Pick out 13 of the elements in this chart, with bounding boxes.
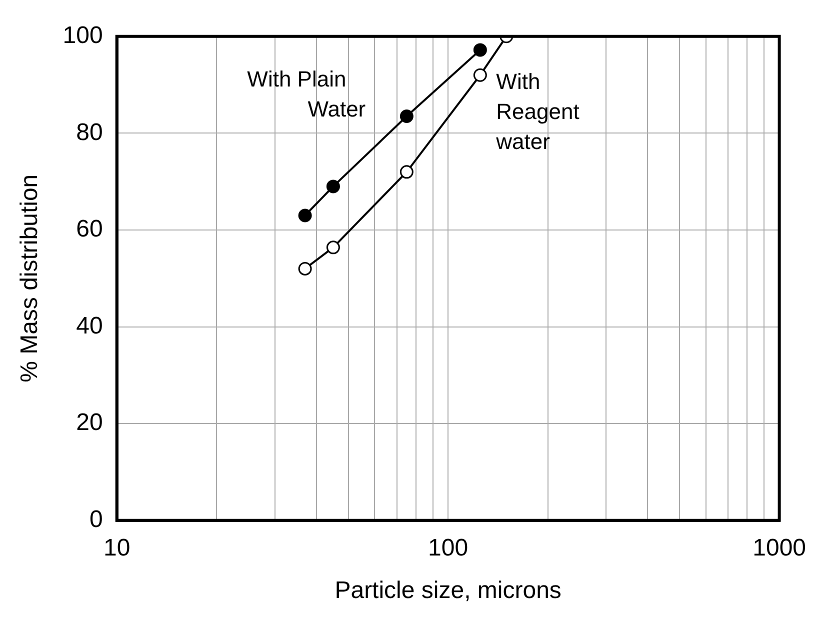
y-axis-title: % Mass distribution bbox=[16, 174, 44, 382]
x-tick-label: 100 bbox=[428, 534, 468, 562]
y-tick-label: 100 bbox=[62, 22, 103, 50]
x-tick-label: 10 bbox=[103, 534, 130, 562]
y-tick-label: 0 bbox=[89, 506, 103, 534]
y-tick-label: 40 bbox=[76, 312, 103, 340]
y-tick-label: 20 bbox=[76, 409, 103, 436]
series-label: With Plain Water bbox=[247, 66, 366, 122]
series-label: With Reagent water bbox=[495, 69, 580, 154]
x-axis-title: Particle size, microns bbox=[334, 577, 562, 604]
y-tick-label: 80 bbox=[76, 118, 103, 146]
x-tick-label: 1000 bbox=[752, 534, 806, 562]
y-tick-label: 60 bbox=[76, 216, 103, 243]
